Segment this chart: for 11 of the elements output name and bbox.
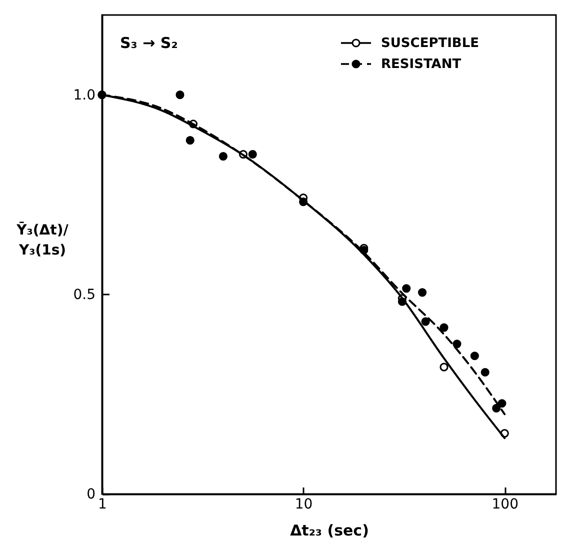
annotation: S₃ → S₂ — [120, 34, 178, 52]
x-tick-label: 100 — [492, 496, 518, 512]
y-tick-label: 0.5 — [73, 286, 96, 303]
x-tick-label: 1 — [98, 496, 107, 512]
y-axis-title: Ȳ₃(Δt)/Y₃(1s) — [16, 222, 70, 258]
y-tick-label: 0 — [86, 486, 96, 502]
legend-label: SUSCEPTIBLE — [381, 36, 480, 51]
legend-label: RESISTANT — [381, 57, 462, 72]
x-axis-title: Δt₂₃ (sec) — [290, 522, 369, 540]
x-tick-label: 10 — [294, 496, 313, 512]
y-tick-label: 1.0 — [73, 87, 96, 104]
